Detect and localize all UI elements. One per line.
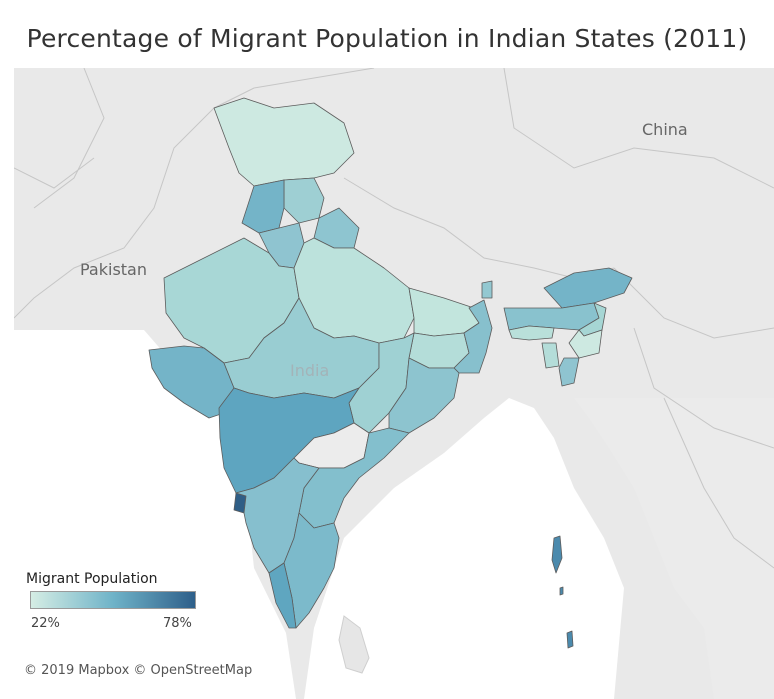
state-andaman-islands [551, 535, 563, 574]
state-tripura [541, 342, 560, 369]
state-odisha [388, 357, 460, 434]
country-borders [14, 68, 774, 569]
state-nicobar-islands [566, 630, 574, 649]
chart-title: Percentage of Migrant Population in Indi… [26, 24, 748, 53]
map-attribution[interactable]: © 2019 Mapbox © OpenStreetMap [24, 663, 253, 678]
country-label-india: India [290, 361, 330, 380]
state-manipur [568, 329, 603, 359]
southeast-asia [574, 398, 774, 699]
state-tamil-nadu [283, 512, 340, 629]
state-jammu-kashmir [213, 97, 355, 187]
state-kerala [268, 562, 297, 629]
country-label-pakistan: Pakistan [80, 260, 147, 279]
state-sikkim [481, 280, 493, 299]
country-label-china: China [642, 120, 688, 139]
legend-min-label: 22% [31, 616, 60, 631]
state-andaman-islet [559, 586, 564, 596]
legend-max-label: 78% [163, 616, 192, 631]
state-mizoram [558, 357, 580, 387]
legend-title: Migrant Population [26, 571, 158, 587]
bay-of-bengal [304, 398, 624, 699]
state-meghalaya [508, 325, 555, 341]
legend-color-ramp [30, 591, 196, 609]
sri-lanka [338, 615, 370, 674]
india-states [148, 97, 633, 649]
